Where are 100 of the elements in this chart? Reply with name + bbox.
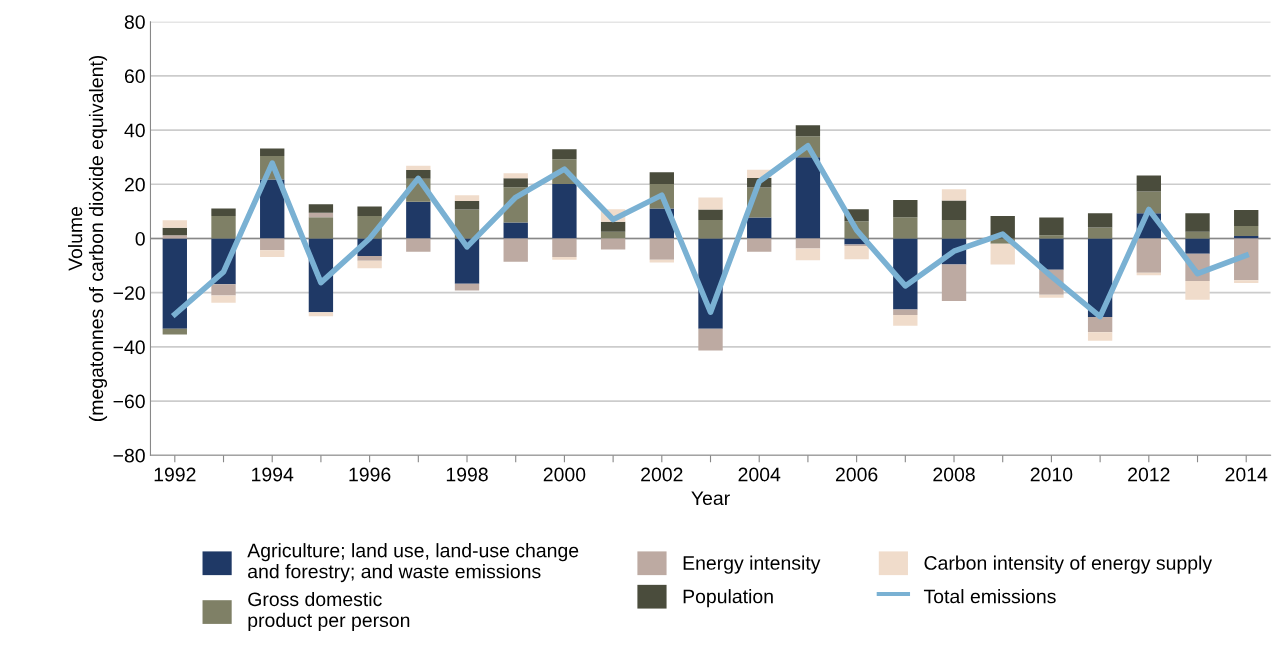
bar bbox=[1136, 175, 1161, 192]
x-tick-label: 1992 bbox=[154, 467, 196, 482]
bar bbox=[454, 201, 480, 210]
legend-label: Population bbox=[683, 589, 773, 608]
x-tick-label: 2006 bbox=[835, 467, 878, 482]
legend-label: Carbon intensity of energy supply bbox=[924, 555, 1213, 574]
bar bbox=[698, 328, 723, 351]
bar bbox=[844, 246, 869, 260]
bar bbox=[454, 195, 480, 202]
bar bbox=[552, 149, 577, 160]
bar bbox=[941, 264, 967, 302]
legend-label: Gross domestic product per person bbox=[248, 591, 410, 631]
bar bbox=[893, 309, 918, 315]
bar bbox=[941, 220, 967, 239]
bar bbox=[941, 189, 967, 201]
legend-label: Total emissions bbox=[923, 589, 1056, 604]
bar bbox=[649, 238, 674, 260]
bar bbox=[1234, 280, 1259, 283]
bar bbox=[1185, 238, 1210, 254]
bar bbox=[406, 238, 431, 252]
bar bbox=[990, 243, 1015, 265]
bar bbox=[503, 238, 528, 262]
bar bbox=[308, 217, 334, 239]
bar bbox=[162, 238, 187, 329]
bar bbox=[1234, 226, 1259, 237]
bar bbox=[552, 256, 577, 260]
x-axis-title: Year bbox=[691, 491, 730, 506]
bar bbox=[1185, 281, 1210, 300]
bar bbox=[893, 200, 918, 218]
bar bbox=[1234, 210, 1259, 227]
bar bbox=[893, 314, 918, 326]
x-tick-label: 2014 bbox=[1225, 467, 1268, 482]
bar bbox=[698, 220, 723, 239]
x-tick-label: 1996 bbox=[349, 467, 391, 482]
x-tick-label: 1994 bbox=[252, 467, 294, 482]
bar bbox=[649, 259, 674, 263]
bar bbox=[357, 206, 382, 216]
bar bbox=[941, 200, 967, 221]
bar bbox=[406, 165, 431, 170]
x-tick-label: 1998 bbox=[446, 467, 488, 482]
bar bbox=[552, 184, 577, 239]
bar bbox=[698, 209, 723, 221]
bar bbox=[1136, 238, 1161, 273]
bar bbox=[406, 169, 431, 179]
bar bbox=[893, 217, 918, 239]
bar bbox=[600, 238, 626, 250]
legend-label: Agriculture; land use, land-use change and forestry; and waste emissions bbox=[247, 543, 579, 583]
bar bbox=[747, 217, 772, 239]
bar bbox=[1039, 294, 1064, 298]
bar bbox=[795, 248, 821, 261]
bar bbox=[649, 172, 674, 185]
bar bbox=[747, 238, 772, 252]
bar bbox=[1185, 213, 1210, 232]
bar bbox=[600, 221, 626, 232]
bar bbox=[503, 178, 528, 188]
bar bbox=[162, 220, 187, 228]
y-tick-label: 80 bbox=[124, 15, 145, 29]
legend-label: Energy intensity bbox=[683, 555, 821, 574]
y-axis-title: Volume (megatonnes of carbon dioxide equivalent) bbox=[67, 55, 108, 422]
bar bbox=[795, 238, 821, 249]
bar bbox=[698, 197, 723, 210]
bar bbox=[211, 216, 236, 239]
y-tick-label: −20 bbox=[113, 286, 145, 300]
bar bbox=[260, 238, 285, 251]
bar bbox=[1087, 332, 1113, 341]
bar bbox=[1039, 238, 1064, 270]
bar bbox=[454, 283, 480, 291]
bar bbox=[1087, 317, 1113, 333]
bar bbox=[260, 250, 285, 257]
bar bbox=[503, 222, 528, 239]
bar bbox=[1234, 238, 1259, 281]
y-tick-label: 60 bbox=[124, 69, 145, 84]
bar bbox=[308, 312, 334, 317]
bar bbox=[260, 148, 285, 157]
bar bbox=[552, 238, 577, 257]
y-tick-label: 20 bbox=[124, 177, 145, 192]
x-tick-label: 2004 bbox=[738, 467, 781, 482]
bar bbox=[357, 256, 382, 261]
y-tick-label: −60 bbox=[113, 394, 145, 409]
bar bbox=[211, 284, 236, 296]
bar bbox=[503, 173, 528, 179]
x-tick-label: 2002 bbox=[641, 467, 683, 482]
x-tick-label: 2010 bbox=[1030, 467, 1073, 482]
bar bbox=[1087, 213, 1113, 228]
y-tick-label: 0 bbox=[135, 231, 145, 246]
x-tick-label: 2012 bbox=[1128, 467, 1170, 482]
x-tick-label: 2008 bbox=[933, 467, 975, 482]
y-tick-label: −80 bbox=[113, 448, 145, 463]
bar bbox=[1039, 235, 1064, 239]
y-tick-label: −40 bbox=[113, 340, 145, 355]
bar bbox=[406, 201, 431, 239]
bar bbox=[795, 157, 821, 239]
bar bbox=[1185, 231, 1210, 239]
bar bbox=[308, 204, 334, 213]
bar bbox=[162, 227, 187, 236]
x-tick-label: 2000 bbox=[543, 467, 586, 482]
y-tick-label: 40 bbox=[124, 123, 145, 138]
bar bbox=[162, 235, 187, 239]
bar bbox=[795, 125, 821, 137]
bar bbox=[1087, 227, 1113, 239]
